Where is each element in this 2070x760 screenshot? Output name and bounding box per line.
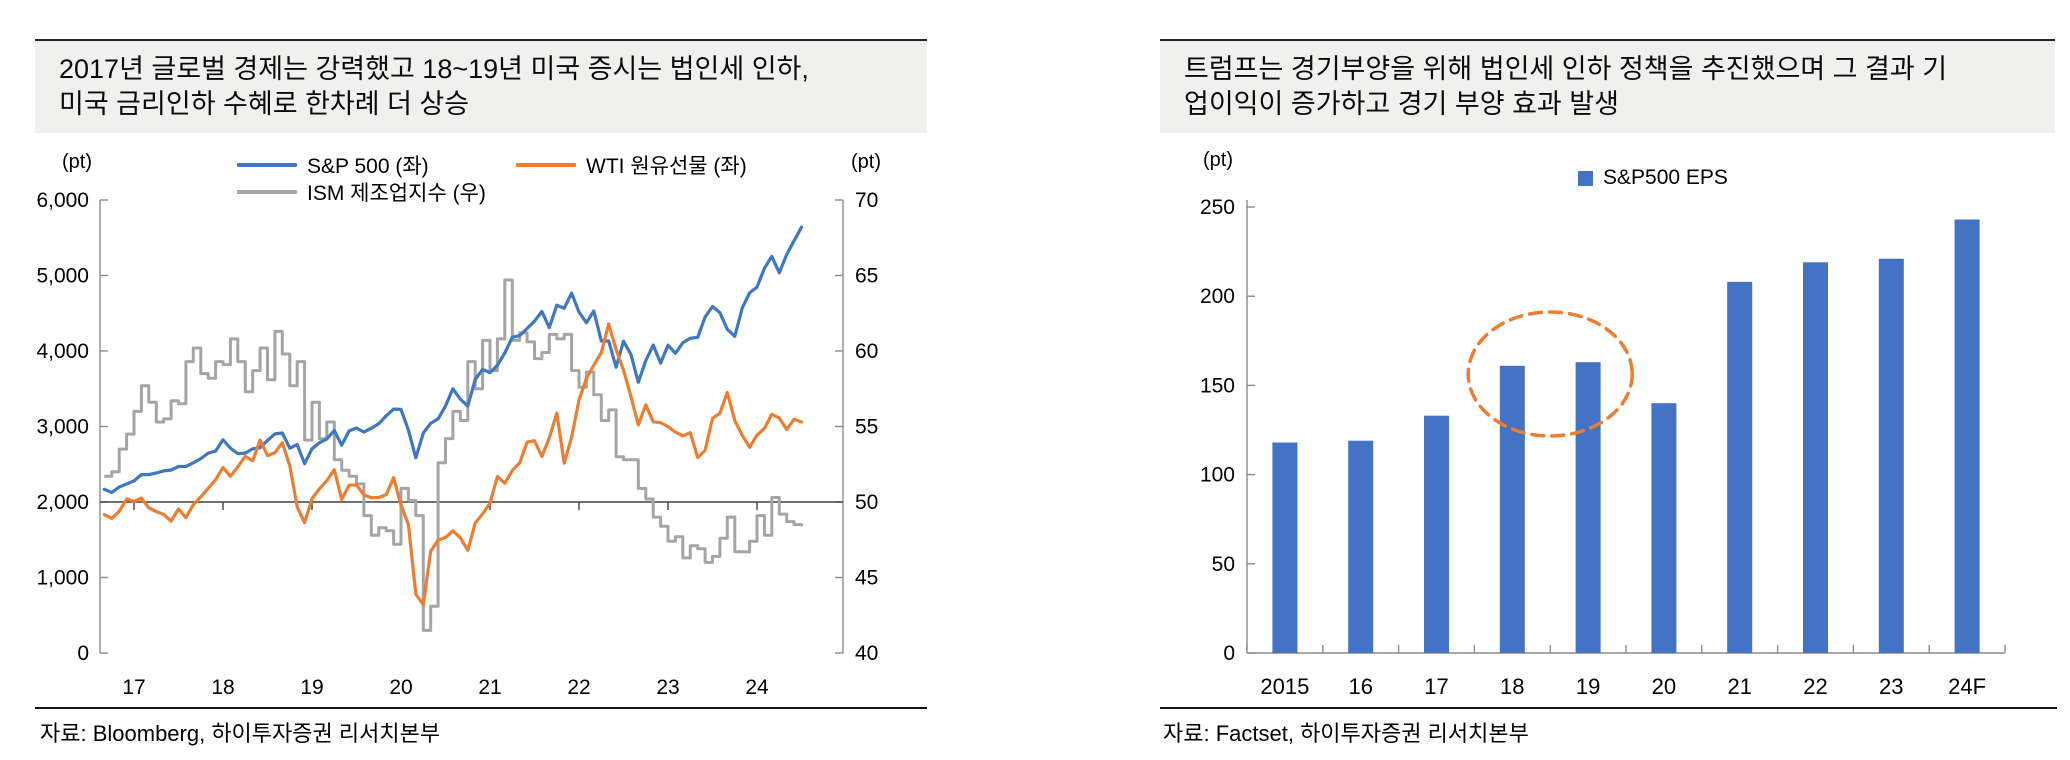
left-chart-right-axis-unit: (pt) xyxy=(851,151,881,173)
left-x-tick-label: 23 xyxy=(656,676,679,699)
left-y-tick-label: 2,000 xyxy=(36,491,89,514)
bar-x-tick-label: 24F xyxy=(1948,674,1986,699)
left-x-tick-label: 17 xyxy=(122,676,145,699)
left-y-tick-label: 0 xyxy=(77,642,89,665)
right-bar-chart: 0 50 100 150 200 250 2015 16 17 18 19 20 21 22 23 24F xyxy=(1200,196,2006,699)
left-y-tick-label: 1,000 xyxy=(36,567,89,590)
eps-bar xyxy=(1878,258,1904,653)
bar-x-tick-label: 21 xyxy=(1727,674,1751,699)
bar-y-tick-label: 200 xyxy=(1200,285,1235,308)
eps-legend-square xyxy=(1578,170,1593,186)
bar-x-tick-label: 2015 xyxy=(1260,674,1309,699)
eps-bar xyxy=(1348,440,1374,653)
eps-bar xyxy=(1499,365,1525,653)
left-chart-left-axis-unit: (pt) xyxy=(62,151,92,173)
right-chart-title-line2: 업이익이 증가하고 경기 부양 효과 발생 xyxy=(1184,89,1619,119)
left-x-tick-label: 24 xyxy=(745,676,769,699)
sp500-legend-label: S&P 500 (좌) xyxy=(307,155,429,178)
legend-item-sp500: S&P 500 (좌) xyxy=(237,150,429,180)
eps-bar xyxy=(1272,442,1298,653)
legend-item-ism: ISM 제조업지수 (우) xyxy=(237,177,486,207)
highlight-ellipse xyxy=(1466,310,1634,438)
bar-y-tick-label: 250 xyxy=(1200,196,1235,219)
wti-line xyxy=(102,322,804,607)
eps-bar xyxy=(1803,262,1828,653)
legend-item-eps: S&P500 EPS xyxy=(1578,166,1728,190)
right-y-tick-label: 55 xyxy=(855,416,878,439)
bar-x-tick-label: 19 xyxy=(1576,674,1600,699)
left-y-tick-label: 4,000 xyxy=(36,340,89,363)
right-chart-source: 자료: Factset, 하이투자증권 리서치본부 xyxy=(1163,721,1529,746)
bar-y-tick-label: 0 xyxy=(1223,642,1235,665)
eps-bar xyxy=(1424,415,1449,653)
left-line-chart: 0 1,000 2,000 3,000 4,000 5,000 6,000 40 45 50 55 6… xyxy=(36,189,878,699)
left-y-tick-label: 6,000 xyxy=(36,189,89,212)
right-source-divider xyxy=(1160,707,2057,709)
eps-bar xyxy=(1651,403,1677,653)
wti-legend-label: WTI 원유선물 (좌) xyxy=(586,155,747,178)
bar-y-tick-label: 100 xyxy=(1200,464,1235,487)
right-chart-title: 트럼프는 경기부양을 위해 법인세 인하 정책을 추진했으며 그 결과 기 업이… xyxy=(1160,39,2055,133)
eps-bar xyxy=(1727,281,1753,653)
right-chart-axis-unit: (pt) xyxy=(1203,149,1233,171)
right-chart-title-line1: 트럼프는 경기부양을 위해 법인세 인하 정책을 추진했으며 그 결과 기 xyxy=(1184,54,1948,84)
bar-y-tick-label: 150 xyxy=(1200,374,1235,397)
right-y-tick-label: 40 xyxy=(855,642,878,665)
ism-legend-label: ISM 제조업지수 (우) xyxy=(307,182,486,205)
left-y-tick-label: 5,000 xyxy=(36,265,89,288)
left-x-tick-label: 21 xyxy=(478,676,501,699)
left-chart-title-line1: 2017년 글로벌 경제는 강력했고 18~19년 미국 증시는 법인세 인하, xyxy=(59,54,809,84)
ism-legend-line xyxy=(237,190,297,194)
bar-x-tick-label: 22 xyxy=(1803,674,1827,699)
left-source-divider xyxy=(35,707,927,709)
eps-bar xyxy=(1954,219,1980,653)
left-x-tick-label: 22 xyxy=(567,676,590,699)
left-x-tick-label: 18 xyxy=(211,676,234,699)
left-y-tick-label: 3,000 xyxy=(36,416,89,439)
ism-line xyxy=(104,278,803,632)
bar-x-tick-label: 20 xyxy=(1652,674,1676,699)
legend-item-wti: WTI 원유선물 (좌) xyxy=(516,150,747,180)
right-y-tick-label: 50 xyxy=(855,491,878,514)
bar-x-tick-label: 17 xyxy=(1424,674,1448,699)
left-x-tick-label: 19 xyxy=(300,676,323,699)
right-y-tick-label: 70 xyxy=(855,189,878,212)
left-chart-title-line2: 미국 금리인하 수혜로 한차례 더 상승 xyxy=(59,89,470,119)
right-y-tick-label: 65 xyxy=(855,265,878,288)
bar-x-tick-label: 18 xyxy=(1500,674,1524,699)
left-chart-source: 자료: Bloomberg, 하이투자증권 리서치본부 xyxy=(40,721,441,746)
bar-y-tick-label: 50 xyxy=(1212,553,1235,576)
bar-x-tick-label: 23 xyxy=(1879,674,1903,699)
wti-legend-line xyxy=(516,163,576,167)
right-y-tick-label: 60 xyxy=(855,340,878,363)
sp500-line xyxy=(102,225,804,495)
right-y-tick-label: 45 xyxy=(855,567,878,590)
eps-legend-label: S&P500 EPS xyxy=(1603,166,1728,189)
bar-x-tick-label: 16 xyxy=(1348,674,1372,699)
left-x-tick-label: 20 xyxy=(389,676,412,699)
left-chart-title: 2017년 글로벌 경제는 강력했고 18~19년 미국 증시는 법인세 인하,… xyxy=(35,39,927,133)
sp500-legend-line xyxy=(237,163,297,167)
eps-bar xyxy=(1575,362,1601,653)
